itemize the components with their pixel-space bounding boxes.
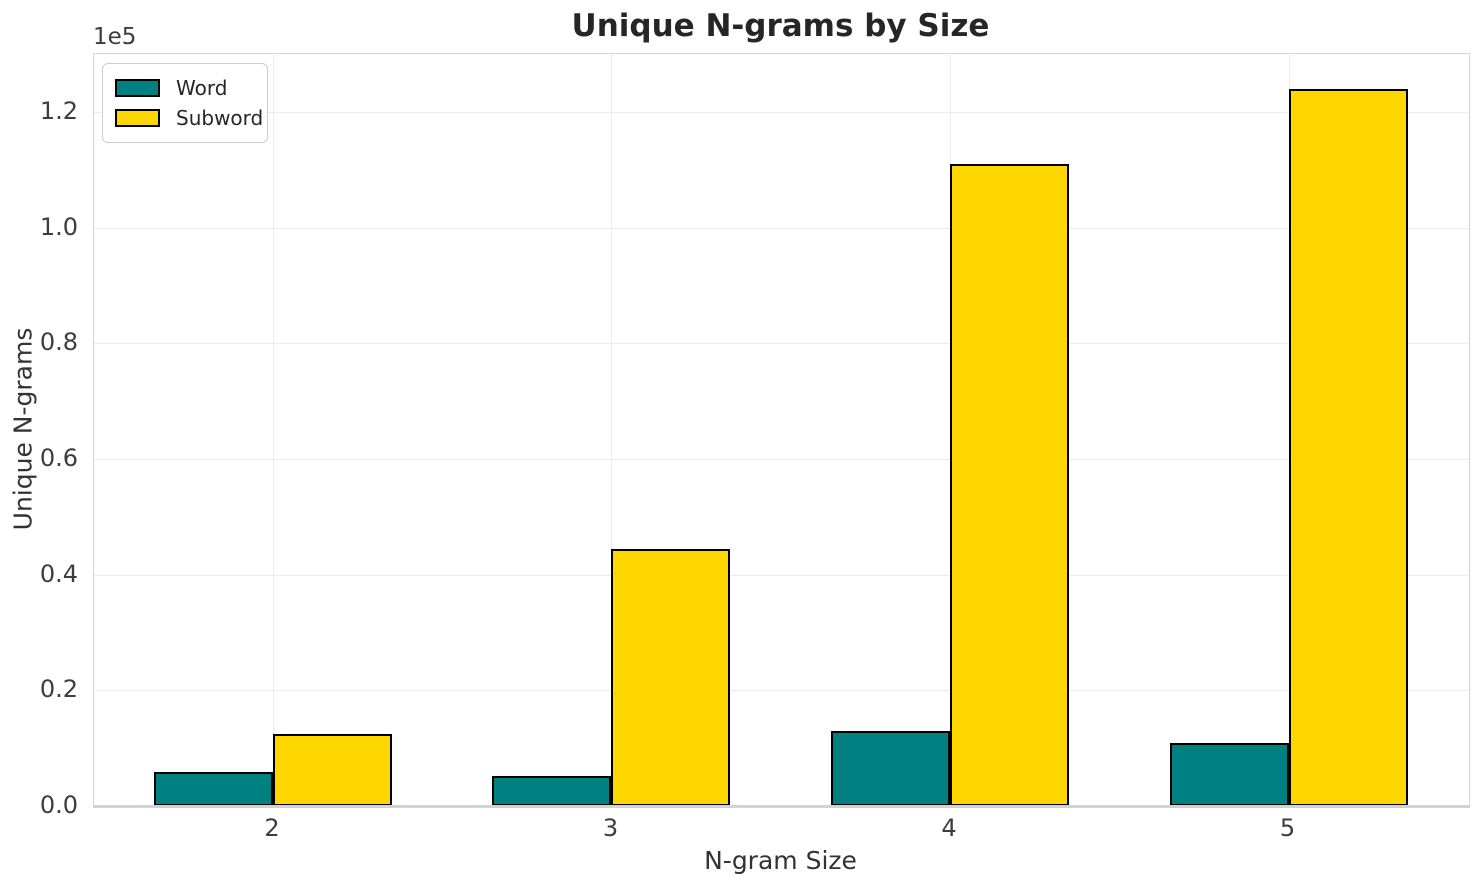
legend-label-subword: Subword — [176, 106, 264, 130]
y-tick-label: 0.4 — [39, 559, 78, 588]
bar-word-n2 — [154, 772, 273, 806]
h-gridline — [94, 343, 1469, 345]
legend-item-word: Word — [115, 73, 255, 103]
legend-item-subword: Subword — [115, 103, 263, 133]
legend-swatch-word — [115, 79, 160, 97]
h-gridline — [94, 111, 1469, 113]
y-tick-label: 0.6 — [39, 443, 78, 472]
v-gridline — [611, 54, 612, 806]
y-tick-label: 0.2 — [39, 675, 78, 704]
plot-area: Word Subword — [93, 53, 1470, 808]
x-tick-label: 2 — [264, 814, 280, 842]
x-tick-label: 3 — [602, 814, 619, 842]
v-gridline — [273, 54, 274, 806]
bar-word-n5 — [1170, 743, 1289, 806]
h-gridline — [94, 227, 1469, 229]
y-tick-label: 0.8 — [39, 328, 78, 357]
bar-word-n4 — [831, 731, 950, 806]
bar-subword-n5 — [1289, 89, 1408, 806]
bar-word-n3 — [492, 776, 611, 806]
h-gridline — [94, 574, 1469, 576]
bar-subword-n3 — [611, 549, 730, 806]
h-gridline — [94, 458, 1469, 460]
bar-subword-n4 — [950, 164, 1069, 806]
y-tick-label: 1.2 — [39, 96, 78, 125]
legend-swatch-subword — [115, 109, 160, 127]
legend-label-word: Word — [176, 76, 228, 100]
y-axis-label: Unique N-grams — [8, 327, 38, 531]
y-tick-label: 1.0 — [39, 212, 78, 241]
h-gridline — [94, 690, 1469, 692]
y-tick-label: 0.0 — [39, 791, 78, 819]
chart-title: Unique N-grams by Size — [571, 8, 990, 44]
bar-subword-n2 — [273, 734, 392, 806]
legend: Word Subword — [102, 63, 268, 143]
x-tick-label: 5 — [1279, 814, 1296, 842]
x-tick-label: 4 — [941, 814, 957, 842]
x-axis-label: N-gram Size — [704, 846, 857, 875]
x-axis-line — [93, 805, 1470, 808]
y-axis-offset-label: 1e5 — [93, 24, 137, 50]
